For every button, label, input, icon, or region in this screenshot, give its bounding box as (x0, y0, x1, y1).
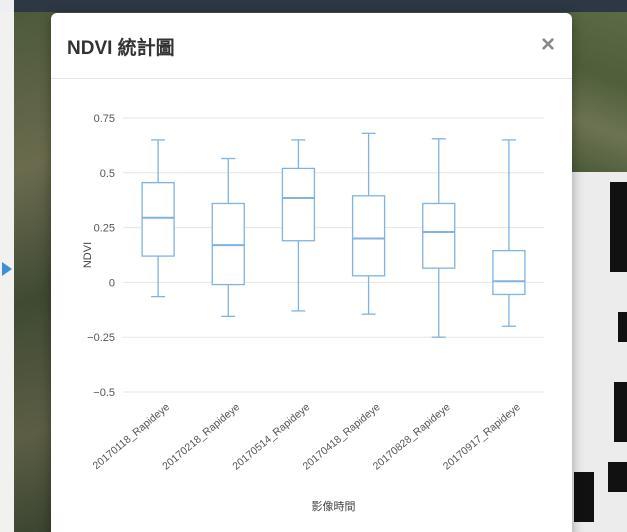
y-axis-label: NDVI (82, 242, 94, 268)
y-tick-label: −0.5 (93, 387, 115, 399)
x-tick-label: 20170118_Rapideye (91, 401, 172, 472)
x-tick-label: 20170218_Rapideye (160, 401, 242, 473)
classified-raster-layer (570, 172, 627, 532)
y-tick-label: 0.25 (94, 223, 115, 235)
satellite-imagery-right (570, 12, 627, 172)
satellite-imagery-left (14, 12, 54, 532)
box-iqr (492, 249, 526, 296)
ndvi-boxplot-chart: 0.75 0.5 0.25 0 −0.25 −0.5 NDVI 20170118_Rapide… (82, 113, 544, 513)
map-top-bar (0, 0, 627, 12)
x-tick-label: 20170514_Rapideye (230, 401, 312, 473)
y-tick-label: 0 (109, 277, 115, 289)
y-tick-label: 0.75 (94, 113, 115, 125)
box-iqr (211, 202, 245, 286)
box-iqr (281, 167, 316, 242)
box-iqr (141, 182, 175, 257)
x-axis-label: 影像時間 (312, 500, 356, 513)
modal-title: NDVI 統計圖 (67, 38, 175, 59)
x-tick-label: 20170917_Rapideye (441, 401, 523, 473)
x-tick-label: 20170828_Rapideye (371, 401, 453, 473)
box-iqr (351, 195, 386, 277)
ndvi-stats-modal: NDVI 統計圖 × 0.75 0.5 0.25 0 −0.25 −0.5 NDVI 2017… (51, 13, 572, 532)
y-tick-label: 0.5 (100, 168, 115, 180)
box-iqr (422, 202, 456, 269)
y-tick-label: −0.25 (87, 332, 115, 344)
close-button[interactable]: × (540, 31, 555, 58)
panel-toggle-arrow-icon[interactable] (2, 262, 12, 276)
modal-header: NDVI 統計圖 × (51, 13, 572, 79)
x-tick-label: 20170418_Rapideye (301, 401, 383, 473)
